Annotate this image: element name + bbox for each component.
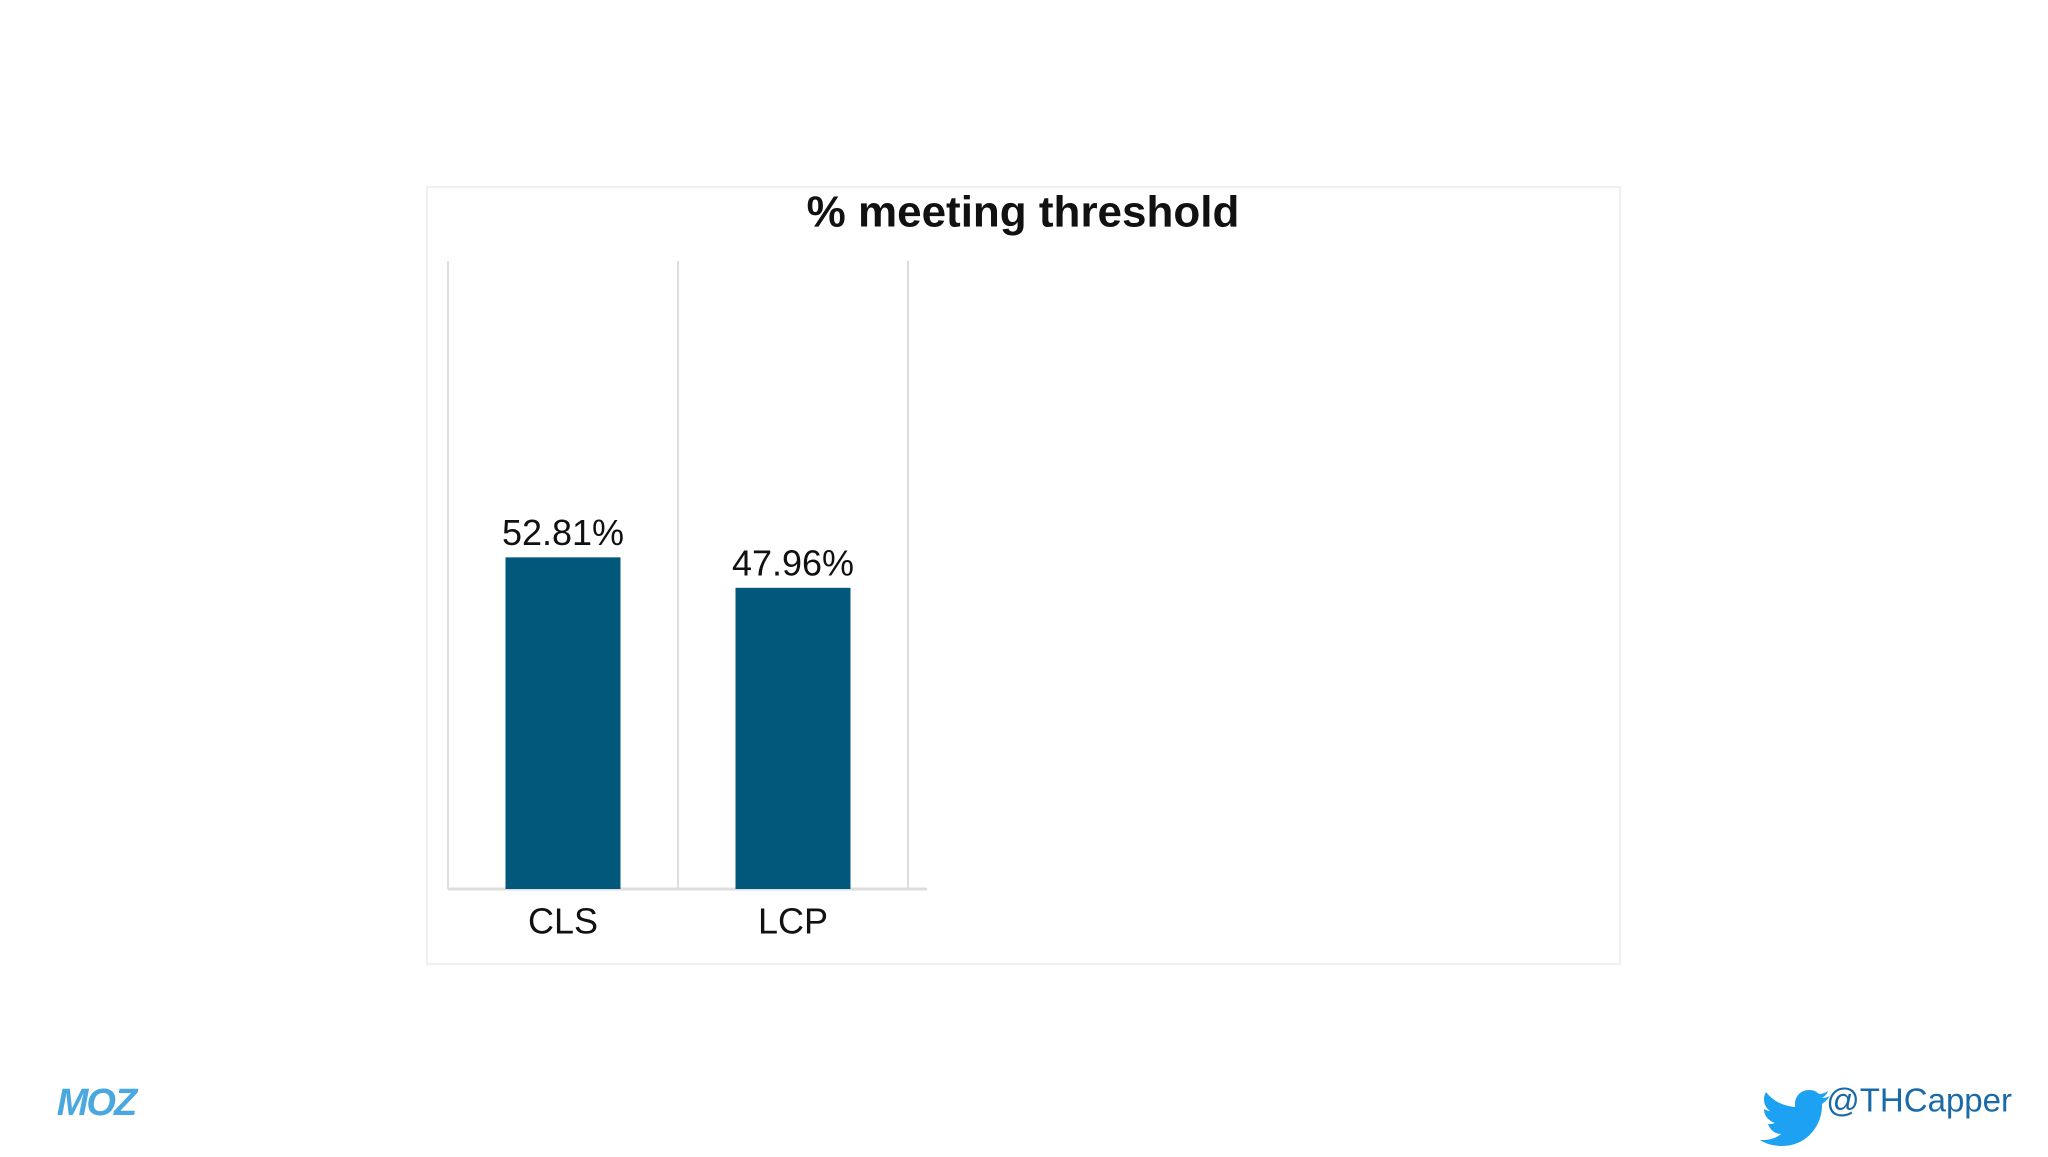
twitter-icon (1760, 1090, 1830, 1146)
x-tick-label: LCP (758, 901, 828, 942)
value-label: 52.81% (502, 512, 624, 553)
logo: MOZ (57, 1082, 139, 1124)
chart-card (426, 186, 1621, 965)
chart-title: % meeting threshold (807, 188, 1240, 237)
value-label: 47.96% (732, 542, 854, 583)
bar (735, 587, 851, 889)
bar (505, 557, 621, 889)
twitter-handle: @THCapper (1826, 1082, 2012, 1119)
x-tick-label: CLS (528, 901, 598, 942)
